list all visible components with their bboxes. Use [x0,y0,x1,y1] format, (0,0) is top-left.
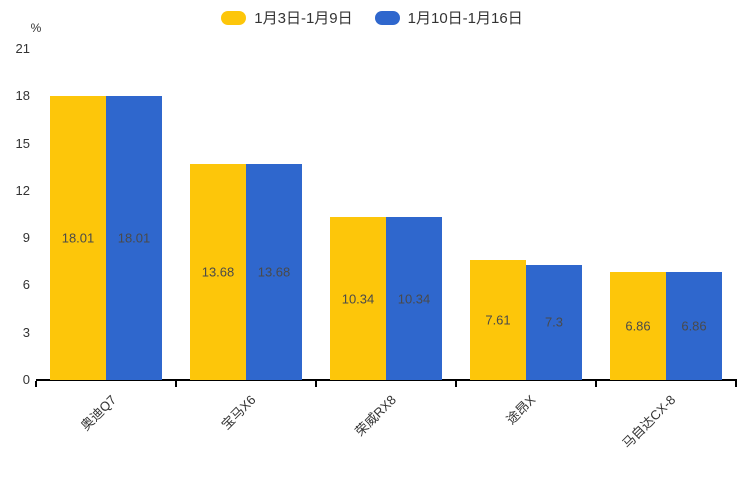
y-axis-tick-label: 12 [15,182,30,198]
legend-item-series-2[interactable]: 1月10日-1月16日 [374,7,523,28]
bar-value-label: 10.34 [397,291,431,306]
bar-value-label: 6.86 [681,318,707,334]
legend-item-series-1[interactable]: 1月3日-1月9日 [221,7,353,28]
y-axis-tick-label: 9 [22,230,30,246]
x-axis-tick [315,381,317,387]
bar-series-1-途昂X[interactable]: 7.61 [470,260,526,380]
y-axis-unit-label: % [30,21,42,35]
bar-series-1-荣威RX8[interactable]: 10.34 [330,217,386,380]
bar-series-1-马自达CX-8[interactable]: 6.86 [610,271,666,380]
bar-series-2-奥迪Q7[interactable]: 18.01 [106,96,162,380]
bar-value-label: 6.86 [625,318,651,334]
legend-label: 1月3日-1月9日 [254,10,353,27]
y-axis-tick-label: 3 [22,324,30,340]
legend: 1月3日-1月9日 1月10日-1月16日 [0,7,744,28]
bar-series-1-宝马X6[interactable]: 13.68 [190,164,246,380]
x-axis-tick [175,381,177,387]
x-axis-category-label: 荣威RX8 [351,392,399,440]
y-axis-tick-label: 0 [22,372,30,387]
bar-value-label: 13.68 [201,264,235,280]
bar-series-2-马自达CX-8[interactable]: 6.86 [666,271,722,380]
x-axis-category-label: 途昂X [503,392,539,428]
bar-series-2-宝马X6[interactable]: 13.68 [246,164,302,380]
x-axis-category-label: 马自达CX-8 [619,392,679,452]
bar-value-label: 18.01 [117,230,151,246]
legend-swatch-icon [221,10,247,25]
bar-series-2-荣威RX8[interactable]: 10.34 [386,217,442,380]
x-axis-tick [735,381,737,387]
bar-value-label: 13.68 [257,264,291,280]
x-axis-tick [35,381,37,387]
y-axis-tick-label: 15 [15,135,30,151]
y-axis-tick-label: 6 [22,277,30,293]
x-axis-tick [595,381,597,387]
bar-value-label: 10.34 [341,291,375,306]
x-axis-line [36,379,737,381]
bar-value-label: 7.3 [544,314,564,330]
bar-value-label: 7.61 [485,312,511,328]
x-axis-category-label: 宝马X6 [218,392,259,433]
legend-label: 1月10日-1月16日 [407,10,523,27]
bar-series-2-途昂X[interactable]: 7.3 [526,264,582,380]
y-axis-tick-label: 18 [15,88,30,104]
x-axis-category-label: 奥迪Q7 [77,392,119,434]
bar-series-1-奥迪Q7[interactable]: 18.01 [50,96,106,380]
bar-value-label: 18.01 [61,230,95,246]
y-axis-tick-label: 21 [15,41,30,56]
x-axis-tick [455,381,457,387]
legend-swatch-icon [374,10,400,25]
